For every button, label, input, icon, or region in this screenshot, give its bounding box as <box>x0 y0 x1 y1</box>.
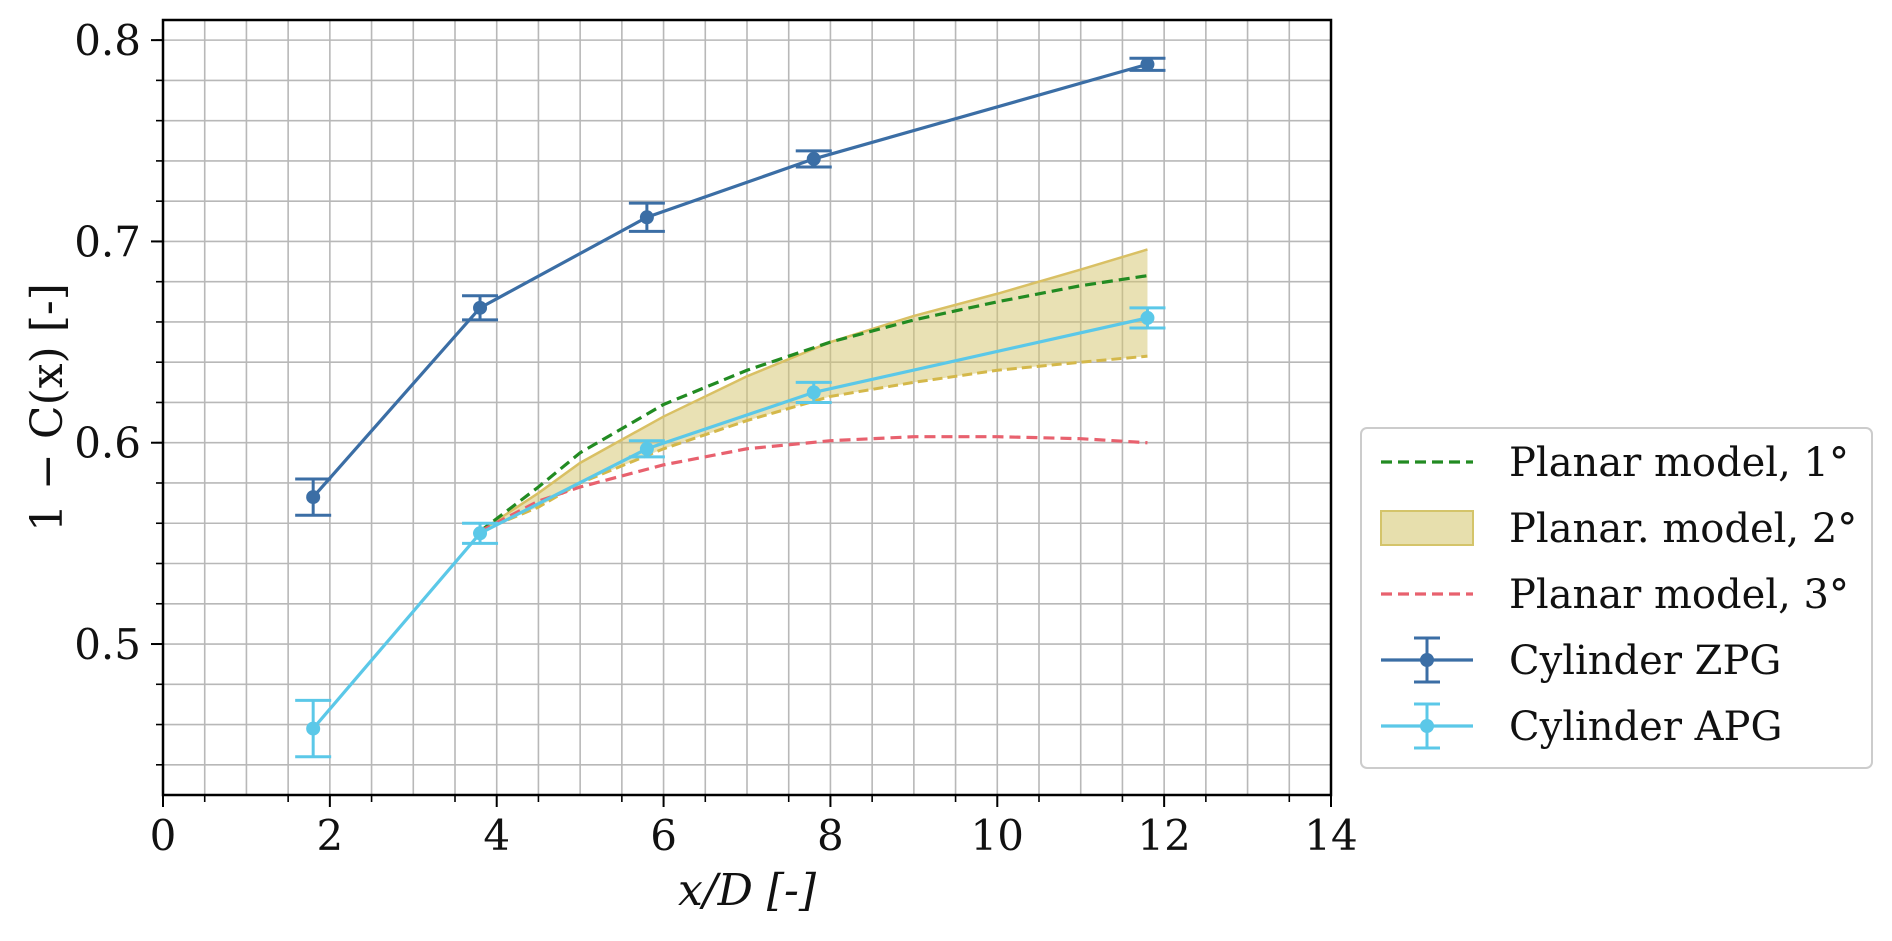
x-tick-label: 10 <box>971 811 1024 860</box>
legend-swatch-marker <box>1420 653 1434 667</box>
legend-item: Planar. model, 2° <box>1380 506 1857 552</box>
x-tick-label: 2 <box>316 811 343 860</box>
ticks: 0 2 4 6 8 10 12 14 0.5 0.6 0.7 0.8 <box>74 16 1358 860</box>
legend-swatch-band <box>1380 510 1474 546</box>
y-tick-label: 0.7 <box>74 217 141 266</box>
legend-item: Planar model, 3° <box>1381 572 1849 618</box>
series-layer <box>295 56 1166 759</box>
cylinder-zpg-point <box>639 210 654 225</box>
x-tick-label: 0 <box>150 811 177 860</box>
grid <box>162 20 1332 795</box>
x-tick-label: 8 <box>817 811 844 860</box>
band-lower-edge <box>479 354 1148 533</box>
y-tick-label: 0.5 <box>74 620 141 669</box>
legend-label: Cylinder ZPG <box>1509 638 1781 684</box>
cylinder-zpg-point <box>806 151 821 166</box>
x-axis-label: x/D [-] <box>678 865 817 916</box>
legend-item: Cylinder ZPG <box>1381 636 1781 684</box>
x-tick-label: 6 <box>650 811 677 860</box>
legend-label: Planar model, 3° <box>1509 572 1849 618</box>
legend-item: Planar model, 1° <box>1381 440 1849 486</box>
line-planar-model-1deg <box>479 274 1148 533</box>
x-tick-label: 4 <box>483 811 510 860</box>
y-axis-label: 1 − C(x) [-] <box>22 283 73 532</box>
legend-item: Cylinder APG <box>1381 702 1782 750</box>
plot-frame <box>161 18 1333 797</box>
cylinder-zpg-point <box>473 300 488 315</box>
legend-label: Cylinder APG <box>1509 704 1782 750</box>
y-tick-label: 0.6 <box>74 419 141 468</box>
y-tick-label: 0.8 <box>74 16 141 65</box>
cylinder-zpg-point <box>1140 57 1155 72</box>
legend-label: Planar. model, 2° <box>1509 506 1857 552</box>
band-upper-edge <box>479 248 1148 533</box>
legend-swatch-marker <box>1420 719 1434 733</box>
x-tick-label: 12 <box>1137 811 1190 860</box>
cylinder-apg-point <box>473 526 488 541</box>
cylinder-apg-point <box>1140 310 1155 325</box>
legend-label: Planar model, 1° <box>1509 440 1849 486</box>
legend: Planar model, 1° Planar. model, 2° Planar … <box>1360 427 1873 769</box>
cylinder-zpg-point <box>306 490 321 505</box>
cylinder-apg-point <box>806 385 821 400</box>
cylinder-apg-point <box>306 721 321 736</box>
x-tick-label: 14 <box>1304 811 1357 860</box>
legend-box <box>1360 427 1873 769</box>
cylinder-apg-point <box>639 441 654 456</box>
